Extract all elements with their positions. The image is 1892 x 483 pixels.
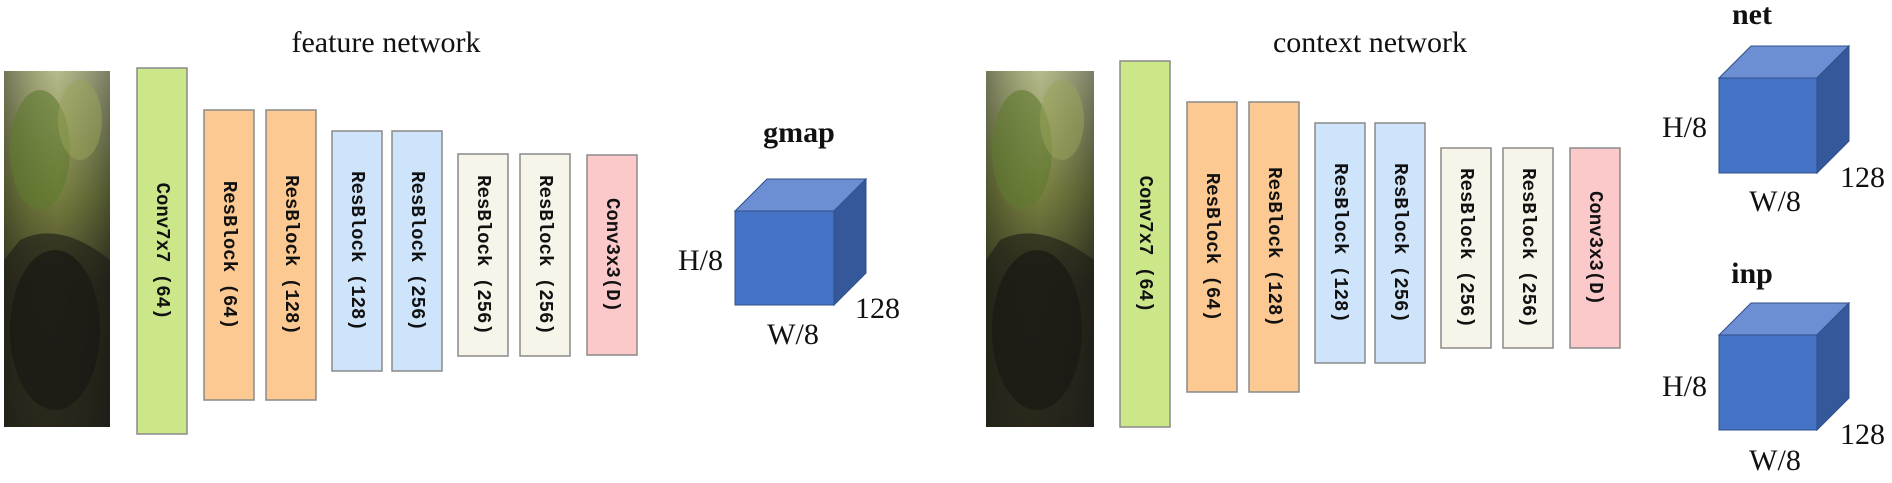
feature-input-image [4, 71, 110, 427]
net-height-label: H/8 [1662, 111, 1707, 144]
feature-layer-4-block [331, 130, 383, 372]
context-layer-3-block [1248, 101, 1300, 393]
feature-layer-7-block [519, 153, 571, 357]
feature-layer-stack: Conv7x7 (64) ResBlock (64) ResBlock (128) R… [136, 67, 638, 435]
context-layer-2-label: ResBlock (64) [1201, 173, 1223, 321]
net-label: net [1732, 0, 1772, 31]
feature-layer-8-label: Conv3x3(D) [601, 198, 623, 312]
gmap-tensor: gmap H/8 W/8 128 [678, 116, 900, 351]
feature-layer-4-label: ResBlock (128) [346, 171, 368, 331]
net-width-label: W/8 [1749, 185, 1801, 218]
context-layer-3-label: ResBlock (128) [1263, 167, 1285, 327]
context-network-title: context network [1273, 26, 1467, 59]
context-network: context network Conv7x7 (64) ResBlock (64… [986, 0, 1885, 477]
net-cube-front [1718, 77, 1818, 174]
context-layer-1-label: Conv7x7 (64) [1134, 176, 1156, 313]
context-layer-7-block [1502, 147, 1554, 349]
feature-layer-7-label: ResBlock (256) [534, 175, 556, 335]
feature-layer-6-block [457, 153, 509, 357]
context-layer-stack: Conv7x7 (64) ResBlock (64) ResBlock (128) R… [1119, 60, 1621, 428]
context-layer-7-label: ResBlock (256) [1517, 168, 1539, 328]
feature-layer-3-label: ResBlock (128) [280, 175, 302, 335]
gmap-height-label: H/8 [678, 244, 723, 277]
feature-layer-8-block [586, 154, 638, 356]
inp-label: inp [1731, 257, 1773, 290]
gmap-width-label: W/8 [767, 318, 819, 351]
inp-width-label: W/8 [1749, 444, 1801, 477]
context-layer-8-label: Conv3x3(D) [1584, 191, 1606, 305]
net-tensor: net H/8 W/8 128 [1662, 0, 1885, 218]
context-layer-4-block [1314, 122, 1366, 364]
feature-network-title: feature network [291, 26, 480, 59]
inp-cube-front [1718, 334, 1818, 431]
context-layer-4-label: ResBlock (128) [1329, 163, 1351, 323]
inp-height-label: H/8 [1662, 370, 1707, 403]
context-layer-2-block [1186, 101, 1238, 393]
context-layer-6-label: ResBlock (256) [1455, 168, 1477, 328]
gmap-cube-front [734, 210, 835, 306]
feature-network: feature network Conv7x7 (64) ResBlock (64… [4, 26, 900, 435]
feature-layer-2-label: ResBlock (64) [218, 181, 240, 329]
context-layer-5-block [1374, 122, 1426, 364]
context-layer-1-block [1119, 60, 1171, 428]
inp-depth-label: 128 [1840, 418, 1885, 451]
feature-layer-1-label: Conv7x7 (64) [151, 183, 173, 320]
feature-layer-2-block [203, 109, 255, 401]
context-input-image [986, 71, 1094, 427]
gmap-label: gmap [763, 116, 835, 149]
feature-layer-5-label: ResBlock (256) [406, 171, 428, 331]
inp-tensor: inp H/8 W/8 128 [1662, 257, 1885, 477]
gmap-depth-label: 128 [855, 292, 900, 325]
feature-layer-6-label: ResBlock (256) [472, 175, 494, 335]
context-layer-6-block [1440, 147, 1492, 349]
context-layer-8-block [1569, 147, 1621, 349]
feature-layer-3-block [265, 109, 317, 401]
net-depth-label: 128 [1840, 161, 1885, 194]
feature-layer-5-block [391, 130, 443, 372]
feature-layer-1-block [136, 67, 188, 435]
context-layer-5-label: ResBlock (256) [1389, 163, 1411, 323]
